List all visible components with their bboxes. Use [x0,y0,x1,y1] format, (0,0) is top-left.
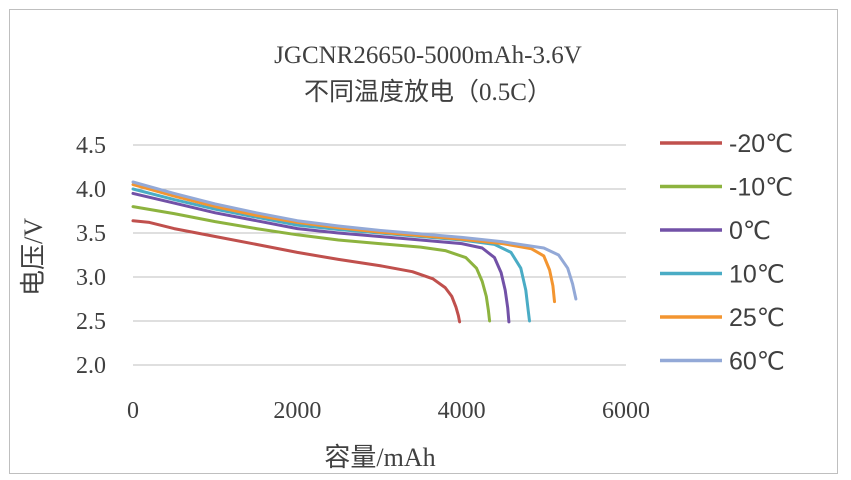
legend-label: -10℃ [729,174,793,202]
y-tick-label: 4.0 [76,177,106,203]
series-line-1 [131,205,492,323]
series-lines [131,180,578,324]
x-tick-label: 0 [127,398,139,424]
x-axis-ticks: 0 2000 4000 6000 [127,398,650,424]
y-tick-label: 3.0 [76,265,106,291]
x-tick-label: 4000 [438,398,486,424]
series-line-2 [131,191,511,324]
y-tick-label: 2.0 [76,353,106,379]
x-axis-label: 容量/mAh [324,443,435,472]
legend-label: 0℃ [729,217,771,245]
y-tick-label: 4.5 [76,133,106,159]
x-tick-label: 6000 [602,398,650,424]
y-axis-ticks: 2.0 2.5 3.0 3.5 4.0 4.5 [76,133,106,379]
y-tick-label: 3.5 [76,221,106,247]
y-tick-label: 2.5 [76,309,106,335]
chart-subtitle: 不同温度放电（0.5C） [304,78,552,106]
legend-label: -20℃ [729,130,793,158]
legend-label: 25℃ [729,304,785,332]
series-line-5 [131,180,578,301]
legend-label: 10℃ [729,261,785,289]
legend: -20℃ -10℃ 0℃ 10℃ 25℃ 60℃ [660,130,793,376]
series-line-0 [131,219,462,324]
y-axis-label: 电压/V [19,218,48,296]
x-tick-label: 2000 [273,398,321,424]
gridlines [133,144,626,366]
series-line-4 [131,183,556,304]
chart-title: JGCNR26650-5000mAh-3.6V [274,42,582,69]
legend-label: 60℃ [729,348,785,376]
